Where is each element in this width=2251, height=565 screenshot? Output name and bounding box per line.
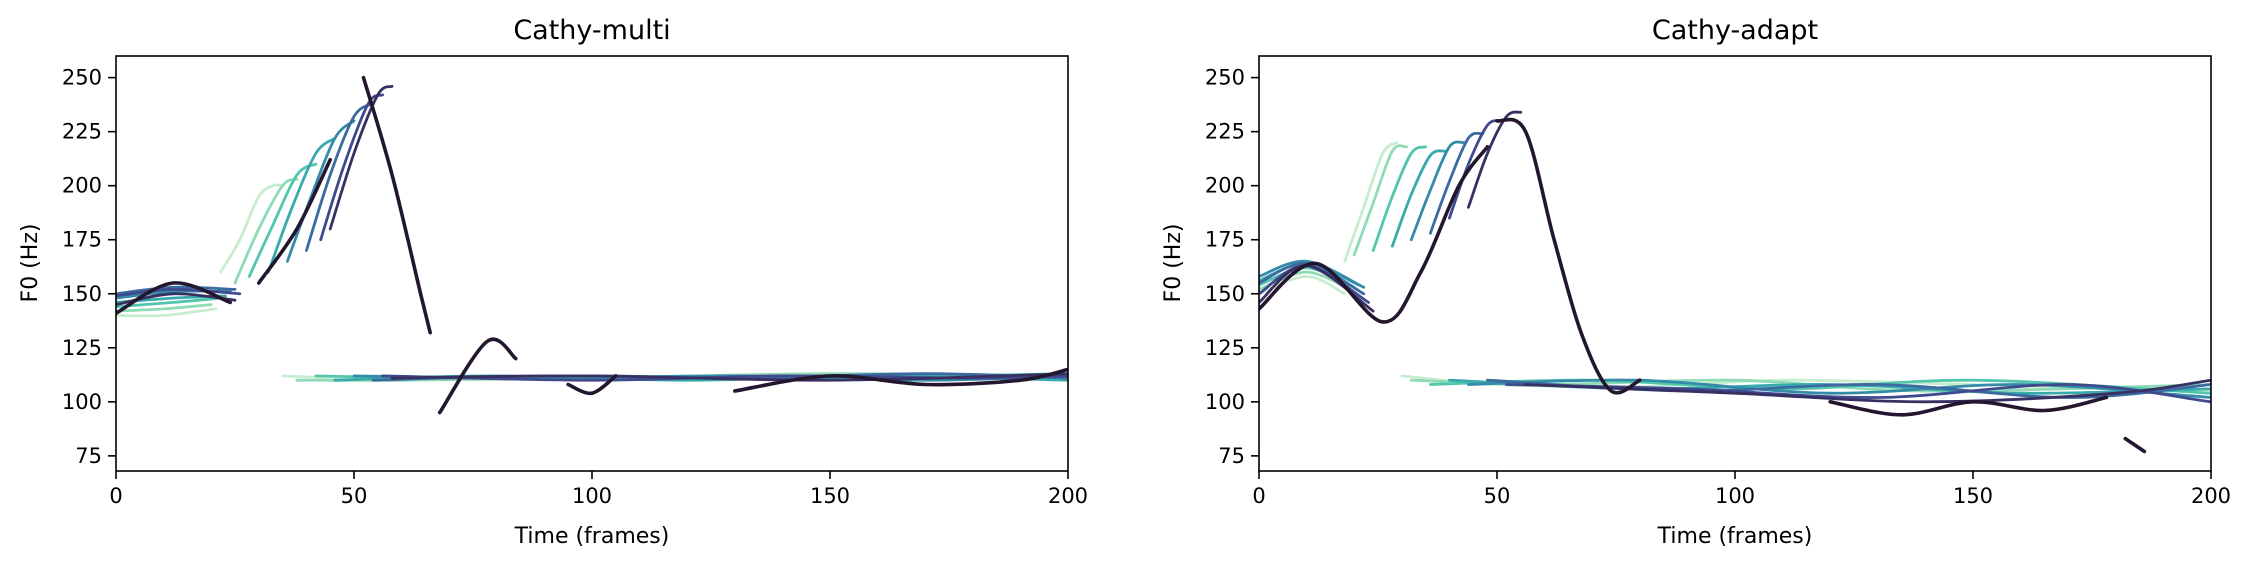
plot-lines	[1259, 110, 2211, 454]
series-1-segment-0	[116, 303, 213, 313]
chart-title: Cathy-multi	[513, 15, 670, 46]
plot-lines	[116, 75, 1068, 415]
x-tick-label: 200	[1048, 484, 1088, 508]
y-tick-label: 125	[62, 336, 102, 360]
series-2-segment-1	[247, 162, 318, 278]
y-tick-label: 100	[1205, 390, 1245, 414]
series-4-segment-0	[1259, 259, 1366, 289]
series-3-segment-1	[266, 136, 337, 274]
x-tick-label: 50	[1484, 484, 1511, 508]
y-axis-ticks: 75 100 125 150 175 200 225 250	[1205, 66, 1259, 468]
series-2-segment-1	[1371, 145, 1427, 252]
series-4-segment-1	[286, 119, 356, 263]
series-8-segment-0	[1259, 145, 1490, 324]
x-tick-label: 0	[109, 484, 122, 508]
y-axis-label: F0 (Hz)	[1161, 224, 1186, 303]
y-tick-label: 250	[62, 66, 102, 90]
series-1-segment-1	[233, 177, 299, 285]
x-tick-label: 100	[1715, 484, 1755, 508]
y-tick-label: 150	[62, 282, 102, 306]
series-6-segment-1	[319, 93, 384, 242]
series-8-segment-2	[361, 75, 432, 335]
series-6-segment-0	[116, 287, 242, 298]
x-tick-label: 150	[1953, 484, 1993, 508]
series-6-segment-2	[381, 374, 1068, 382]
series-6-segment-1	[1448, 119, 1504, 220]
series-7-segment-2	[1524, 378, 2211, 404]
y-tick-label: 200	[62, 174, 102, 198]
y-tick-label: 225	[1205, 120, 1245, 144]
y-axis-ticks: 75 100 125 150 175 200 225 250	[62, 66, 116, 468]
series-3-segment-1	[1390, 149, 1446, 248]
y-tick-label: 175	[62, 228, 102, 252]
series-6-segment-2	[1505, 383, 2211, 404]
series-8-segment-1	[1495, 117, 1642, 395]
series-7-segment-2	[390, 372, 1068, 382]
series-1-segment-1	[1352, 144, 1408, 257]
y-tick-label: 200	[1205, 174, 1245, 198]
series-8-segment-5	[733, 367, 1068, 393]
series-8-segment-0	[116, 281, 232, 315]
y-tick-label: 250	[1205, 66, 1245, 90]
x-tick-label: 100	[572, 484, 612, 508]
chart-cathy-adapt: Cathy-adapt 0 50 100 150 200 75 100 125 150 175 2…	[1161, 15, 2231, 549]
plot-frame	[115, 55, 1069, 472]
series-5-segment-1	[305, 102, 375, 252]
chart-cathy-multi: Cathy-multi 0 50 100 150 200 75 100 125 150 175 2…	[18, 15, 1088, 549]
series-7-segment-1	[328, 84, 394, 231]
x-tick-label: 200	[2191, 484, 2231, 508]
series-4-segment-1	[1409, 140, 1466, 242]
series-8-segment-3	[2123, 436, 2147, 454]
series-4-segment-2	[1467, 378, 2211, 399]
x-tick-label: 150	[810, 484, 850, 508]
y-tick-label: 75	[75, 444, 102, 468]
y-tick-label: 75	[1218, 444, 1245, 468]
y-tick-label: 225	[62, 120, 102, 144]
y-tick-label: 150	[1205, 282, 1245, 306]
series-0-segment-1	[1343, 141, 1399, 263]
x-tick-label: 50	[341, 484, 368, 508]
series-8-segment-2	[1828, 395, 2109, 417]
y-tick-label: 175	[1205, 228, 1245, 252]
series-0-segment-1	[219, 183, 284, 274]
series-8-segment-3	[437, 337, 518, 415]
x-axis-label: Time (frames)	[514, 524, 670, 549]
series-0-segment-0	[116, 307, 218, 318]
chart-title: Cathy-adapt	[1652, 15, 1818, 46]
x-tick-label: 0	[1252, 484, 1265, 508]
x-axis-ticks: 0 50 100 150 200	[1252, 471, 2231, 508]
y-axis-label: F0 (Hz)	[18, 224, 43, 303]
series-5-segment-0	[116, 285, 237, 296]
y-tick-label: 125	[1205, 336, 1245, 360]
series-7-segment-1	[1467, 110, 1523, 209]
y-tick-label: 100	[62, 390, 102, 414]
series-5-segment-1	[1429, 131, 1485, 235]
series-8-segment-1	[257, 158, 332, 285]
x-axis-ticks: 0 50 100 150 200	[109, 471, 1088, 508]
x-axis-label: Time (frames)	[1657, 524, 1813, 549]
series-8-segment-4	[566, 374, 618, 396]
